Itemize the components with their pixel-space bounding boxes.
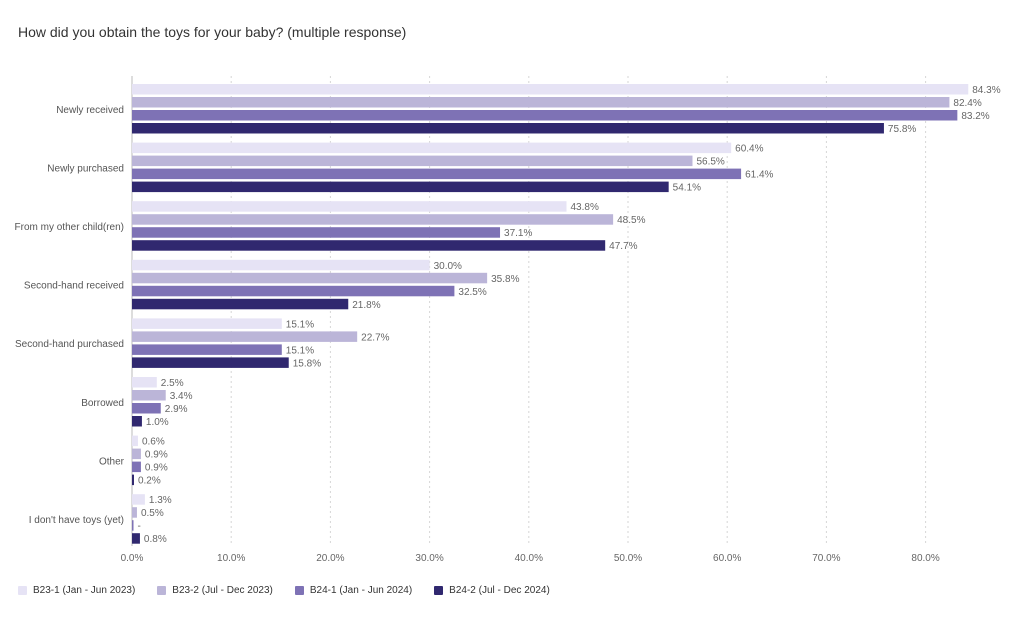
bar — [132, 84, 969, 95]
data-label: 0.6% — [142, 437, 165, 448]
data-label: 0.8% — [144, 534, 167, 545]
data-label: 15.8% — [293, 358, 321, 369]
data-label: 82.4% — [953, 98, 981, 109]
data-label: 32.5% — [458, 287, 486, 298]
data-label: 84.3% — [972, 85, 1000, 96]
bar — [132, 142, 732, 154]
category-label: Second-hand purchased — [15, 339, 124, 350]
bar — [132, 533, 140, 544]
data-label: - — [138, 521, 141, 532]
legend-item-b23-1[interactable]: B23-1 (Jan - Jun 2023) — [18, 585, 135, 596]
bar — [132, 357, 289, 368]
bar — [132, 461, 141, 473]
category-label: Other — [99, 456, 125, 467]
bar — [132, 435, 138, 447]
data-label: 0.5% — [141, 508, 164, 519]
x-tick-label: 50.0% — [614, 553, 642, 564]
category-label: Newly received — [56, 105, 124, 116]
bar — [132, 474, 134, 486]
bar — [132, 227, 501, 238]
data-label: 0.9% — [145, 450, 168, 461]
category-label: Borrowed — [81, 398, 124, 409]
bar — [132, 168, 742, 180]
bar — [132, 494, 145, 505]
data-label: 30.0% — [434, 261, 462, 272]
bar — [132, 97, 950, 108]
bar — [132, 448, 141, 460]
data-label: 0.9% — [145, 463, 168, 474]
bar — [132, 181, 669, 193]
data-label: 54.1% — [673, 183, 701, 194]
data-label: 2.9% — [165, 404, 188, 415]
category-label: From my other child(ren) — [15, 222, 124, 233]
bar — [132, 285, 455, 297]
bar — [132, 240, 606, 251]
legend-item-b24-2[interactable]: B24-2 (Jul - Dec 2024) — [434, 585, 550, 596]
data-label: 1.0% — [146, 417, 169, 428]
data-label: 15.1% — [286, 345, 314, 356]
data-label: 43.8% — [570, 202, 598, 213]
category-label: Second-hand received — [24, 281, 124, 292]
bar — [132, 298, 349, 310]
bar — [132, 416, 142, 427]
data-label: 0.2% — [138, 476, 161, 487]
bar — [132, 390, 166, 401]
data-label: 48.5% — [617, 215, 645, 226]
x-tick-label: 40.0% — [515, 553, 543, 564]
bar — [132, 259, 430, 271]
bar — [132, 331, 358, 342]
legend-swatch — [294, 586, 304, 595]
data-label: 21.8% — [352, 300, 380, 311]
x-tick-label: 20.0% — [316, 553, 344, 564]
data-label: 60.4% — [735, 144, 763, 155]
legend-swatch — [434, 586, 444, 595]
x-tick-label: 60.0% — [713, 553, 741, 564]
legend-swatch — [157, 586, 167, 595]
category-label: Newly purchased — [47, 163, 124, 174]
bar-chart: 0.0% 10.0% 20.0% 30.0% 40.0% 50.0% 60.0% 70.0% 8… — [15, 76, 1001, 564]
data-label: 22.7% — [361, 332, 389, 343]
legend: B23-1 (Jan - Jun 2023) B23-2 (Jul - Dec … — [18, 585, 550, 596]
data-label: 37.1% — [504, 228, 532, 239]
bar — [132, 318, 282, 329]
bar — [132, 201, 567, 212]
data-label: 83.2% — [961, 111, 989, 122]
x-tick-label: 30.0% — [415, 553, 443, 564]
legend-label: B23-1 (Jan - Jun 2023) — [33, 585, 136, 596]
x-tick-label: 70.0% — [812, 553, 840, 564]
bar — [132, 214, 614, 225]
legend-swatch — [18, 586, 27, 595]
data-label: 15.1% — [286, 319, 314, 330]
x-tick-label: 80.0% — [911, 553, 939, 564]
chart-title: How did you obtain the toys for your bab… — [18, 24, 407, 40]
bar — [132, 507, 137, 518]
legend-label: B23-2 (Jul - Dec 2023) — [172, 585, 273, 596]
bar — [132, 110, 958, 121]
bar — [132, 520, 134, 531]
x-tick-label: 10.0% — [217, 553, 245, 564]
legend-label: B24-2 (Jul - Dec 2024) — [449, 585, 550, 596]
data-label: 61.4% — [745, 170, 773, 181]
bar — [132, 344, 282, 355]
data-label: 47.7% — [609, 241, 637, 252]
legend-item-b23-2[interactable]: B23-2 (Jul - Dec 2023) — [157, 585, 273, 596]
bar — [132, 272, 488, 284]
bar — [132, 377, 157, 388]
legend-label: B24-1 (Jan - Jun 2024) — [309, 585, 413, 596]
x-tick-label: 0.0% — [121, 553, 144, 564]
data-label: 3.4% — [170, 391, 193, 402]
data-label: 1.3% — [149, 495, 172, 506]
data-label: 56.5% — [696, 157, 724, 168]
bar — [132, 155, 693, 167]
data-label: 2.5% — [161, 378, 184, 389]
legend-item-b24-1[interactable]: B24-1 (Jan - Jun 2024) — [294, 585, 413, 596]
data-label: 35.8% — [491, 274, 519, 285]
data-label: 75.8% — [888, 124, 916, 135]
bar — [132, 123, 884, 134]
category-label: I don't have toys (yet) — [29, 515, 124, 526]
bar — [132, 403, 161, 414]
